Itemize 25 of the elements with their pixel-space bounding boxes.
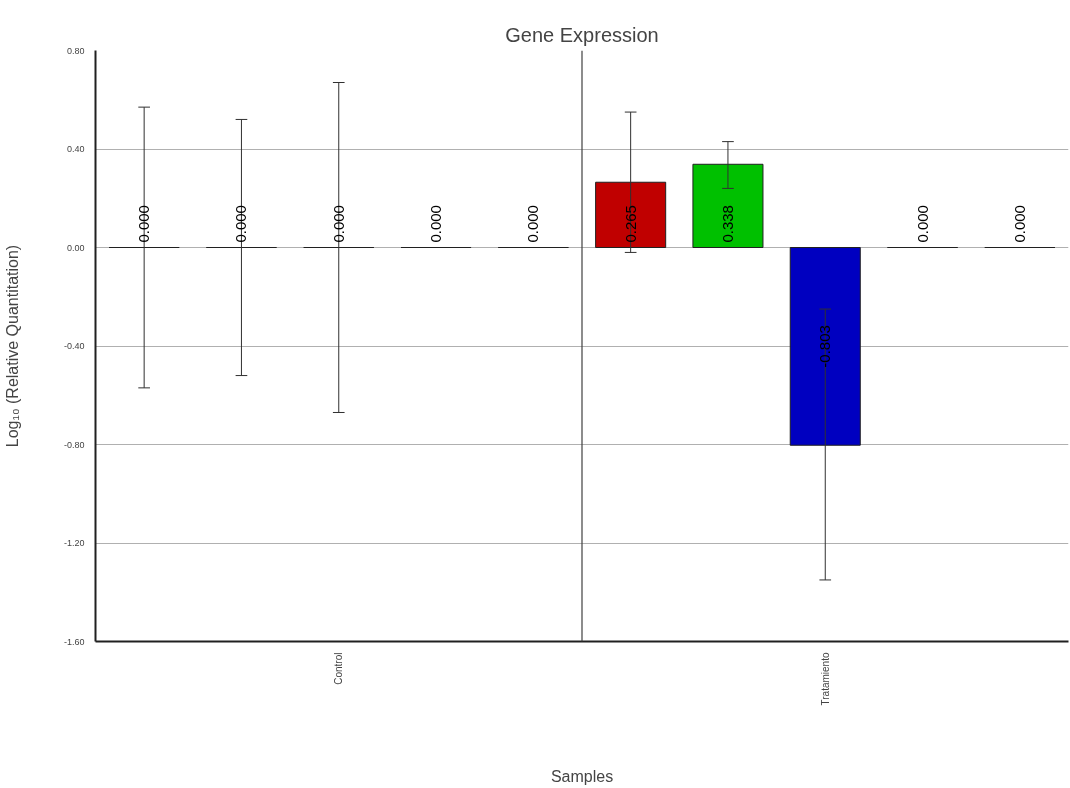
- y-tick-label: 0.00: [66, 242, 85, 253]
- y-tick-label: -0.40: [63, 341, 85, 351]
- data-label: 0.338: [718, 205, 736, 243]
- x-axis-title: Samples: [550, 768, 614, 786]
- data-label: 0.000: [232, 205, 250, 243]
- y-axis-title: Log₁₀ (Relative Quantitation): [3, 244, 21, 448]
- data-label: 0.000: [913, 205, 931, 243]
- data-label: 0.265: [621, 205, 639, 243]
- bar: [692, 163, 764, 248]
- data-label: 0.000: [427, 205, 445, 243]
- data-label: 0.000: [1010, 205, 1028, 243]
- y-tick-label: 0.80: [66, 45, 85, 56]
- chart-title: Gene Expression: [505, 23, 659, 46]
- data-label: 0.000: [524, 205, 542, 243]
- x-tick-label: Control: [333, 652, 345, 685]
- y-tick-label: 0.40: [66, 144, 85, 154]
- y-tick-label: -0.80: [63, 439, 85, 450]
- data-label: 0.000: [135, 205, 153, 243]
- x-tick-label: Tratamiento: [819, 652, 831, 706]
- y-tick-label: -1.20: [63, 538, 85, 548]
- bar: [595, 181, 667, 248]
- data-label: -0.803: [816, 325, 834, 368]
- data-label: 0.000: [329, 205, 347, 243]
- y-tick-label: -1.60: [63, 636, 85, 647]
- bar: [789, 247, 861, 446]
